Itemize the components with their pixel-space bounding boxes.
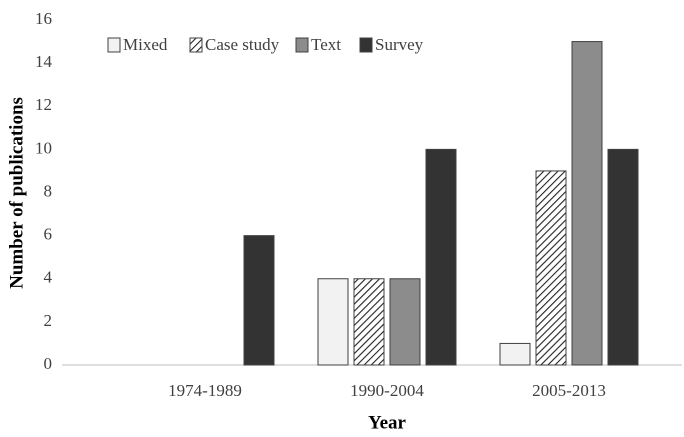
y-tick-label: 2 bbox=[44, 311, 53, 330]
legend-label: Text bbox=[311, 35, 341, 54]
bar bbox=[499, 342, 531, 366]
legend-swatch bbox=[189, 37, 203, 53]
legend-swatch bbox=[359, 37, 373, 53]
bar bbox=[243, 235, 275, 366]
bar bbox=[389, 278, 421, 366]
y-axis-title: Number of publications bbox=[6, 97, 27, 289]
x-axis-title: Year bbox=[368, 412, 407, 433]
y-tick-label: 10 bbox=[35, 138, 52, 157]
legend-label: Case study bbox=[205, 35, 280, 54]
legend-label: Survey bbox=[375, 35, 424, 54]
y-tick-label: 6 bbox=[44, 225, 53, 244]
bar bbox=[535, 170, 567, 366]
x-tick-label: 1990-2004 bbox=[350, 381, 424, 400]
y-tick-label: 8 bbox=[44, 181, 53, 200]
bar bbox=[353, 278, 385, 366]
y-tick-label: 4 bbox=[44, 268, 53, 287]
legend-label: Mixed bbox=[123, 35, 168, 54]
y-tick-label: 14 bbox=[35, 52, 53, 71]
legend-swatch bbox=[107, 37, 121, 53]
y-tick-label: 12 bbox=[35, 95, 52, 114]
bar bbox=[317, 278, 349, 366]
y-tick-label: 16 bbox=[35, 9, 52, 28]
bar bbox=[571, 41, 603, 366]
x-tick-label: 1974-1989 bbox=[168, 381, 242, 400]
y-tick-label: 0 bbox=[44, 354, 53, 373]
bar bbox=[607, 148, 639, 366]
bar bbox=[425, 148, 457, 366]
legend-swatch bbox=[295, 37, 309, 53]
x-tick-label: 2005-2013 bbox=[532, 381, 606, 400]
